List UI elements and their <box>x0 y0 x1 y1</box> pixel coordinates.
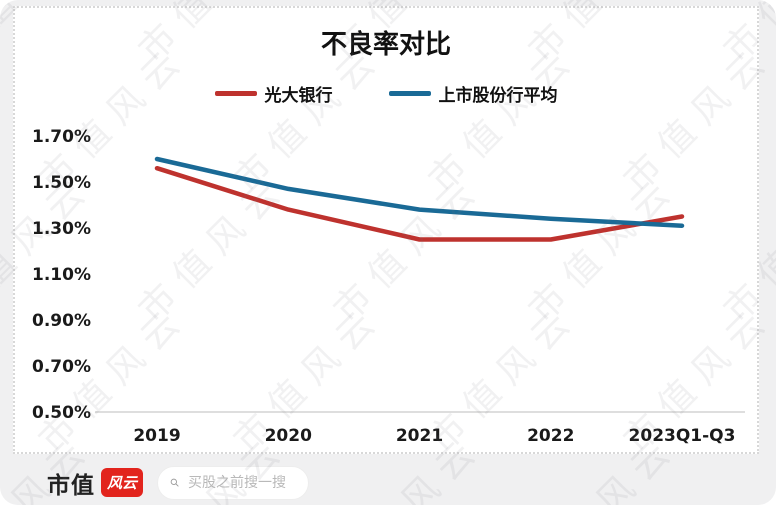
search-box[interactable] <box>157 465 309 500</box>
y-tick-label: 0.70% <box>32 357 91 377</box>
legend-swatch-red <box>214 90 257 96</box>
x-tick-label: 2020 <box>265 426 312 446</box>
search-input[interactable] <box>186 473 302 492</box>
series-line-1 <box>154 156 685 228</box>
y-tick-label: 1.50% <box>32 173 91 193</box>
legend-item-guangda: 光大银行 <box>214 81 333 106</box>
line-chart: 1.70% 1.50% 1.30% 1.10% 0.90% 0.70% 0.50% 2019 2… <box>32 127 745 446</box>
x-tick-label: 2022 <box>527 426 574 446</box>
legend-label: 光大银行 <box>264 85 333 106</box>
y-tick-label: 1.10% <box>32 265 91 285</box>
search-icon <box>170 478 179 487</box>
x-tick-label: 2019 <box>133 426 180 446</box>
x-tick-label: 2023Q1-Q3 <box>629 426 736 446</box>
x-tick-label: 2021 <box>396 426 443 446</box>
y-tick-label: 1.70% <box>32 127 91 147</box>
y-tick-label: 0.50% <box>32 403 91 423</box>
legend-label: 上市股份行平均 <box>438 85 558 106</box>
y-tick-label: 1.30% <box>32 219 91 239</box>
series-line-0 <box>154 165 685 242</box>
brand-logo-badge: 风云 <box>101 468 143 497</box>
footer-bar: 市值 风云 <box>13 460 763 505</box>
legend-item-average: 上市股份行平均 <box>388 81 558 106</box>
chart-title: 不良率对比 <box>320 30 451 60</box>
chart-panel: 不良率对比 光大银行 上市股份行平均 1.70% 1.50% 1.30% 1.10% 0… <box>13 6 759 454</box>
y-tick-label: 0.90% <box>32 311 91 331</box>
chart-legend: 光大银行 上市股份行平均 <box>15 81 757 106</box>
legend-swatch-blue <box>388 90 431 96</box>
brand-logo-text: 市值 <box>47 472 95 499</box>
